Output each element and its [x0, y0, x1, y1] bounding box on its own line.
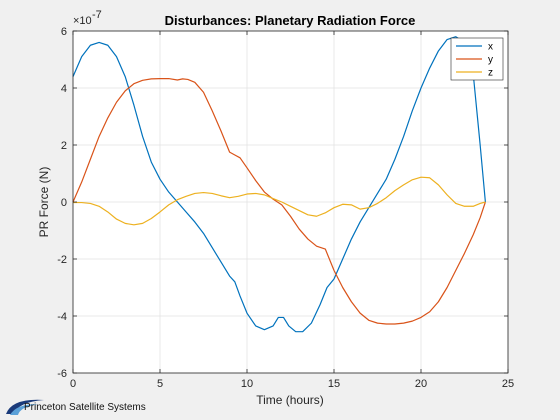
- legend-label-x: x: [488, 42, 493, 53]
- logo-text: Princeton Satellite Systems: [24, 402, 146, 413]
- ticks: [72, 30, 509, 374]
- chart-title: Disturbances: Planetary Radiation Force: [165, 13, 416, 28]
- y-tick-label: -6: [57, 368, 67, 380]
- x-axis-label: Time (hours): [256, 393, 324, 407]
- princeton-logo: Princeton Satellite Systems: [4, 394, 154, 418]
- x-tick-label: 0: [70, 378, 76, 390]
- y-axis-label: PR Force (N): [37, 167, 51, 238]
- x-tick-label: 5: [157, 378, 163, 390]
- y-tick-label: 2: [61, 140, 67, 152]
- y-exponent-base: ×10: [73, 15, 92, 27]
- y-exponent: ×10 -7: [73, 9, 102, 27]
- x-tick-label: 15: [328, 378, 340, 390]
- y-tick-label: 4: [61, 83, 67, 95]
- series-line-x: [72, 36, 486, 333]
- legend: xyz: [450, 37, 504, 81]
- series-group: [72, 36, 486, 333]
- y-tick-label: 6: [61, 26, 67, 38]
- series-line-z: [73, 176, 486, 226]
- x-tick-label: 20: [415, 378, 427, 390]
- y-tick-label: -4: [57, 311, 67, 323]
- y-tick-label: -2: [57, 254, 67, 266]
- y-exponent-power: -7: [92, 9, 102, 21]
- legend-label-z: z: [488, 68, 493, 79]
- x-tick-label: 10: [241, 378, 253, 390]
- swoosh-icon: [6, 399, 44, 415]
- legend-label-y: y: [488, 55, 493, 66]
- x-tick-label: 25: [502, 378, 514, 390]
- grid: [72, 30, 509, 374]
- y-tick-label: 0: [61, 197, 67, 209]
- tick-labels: 0 5 10 15 20 25 -6 -4 -2 0 2 4 6: [57, 26, 514, 390]
